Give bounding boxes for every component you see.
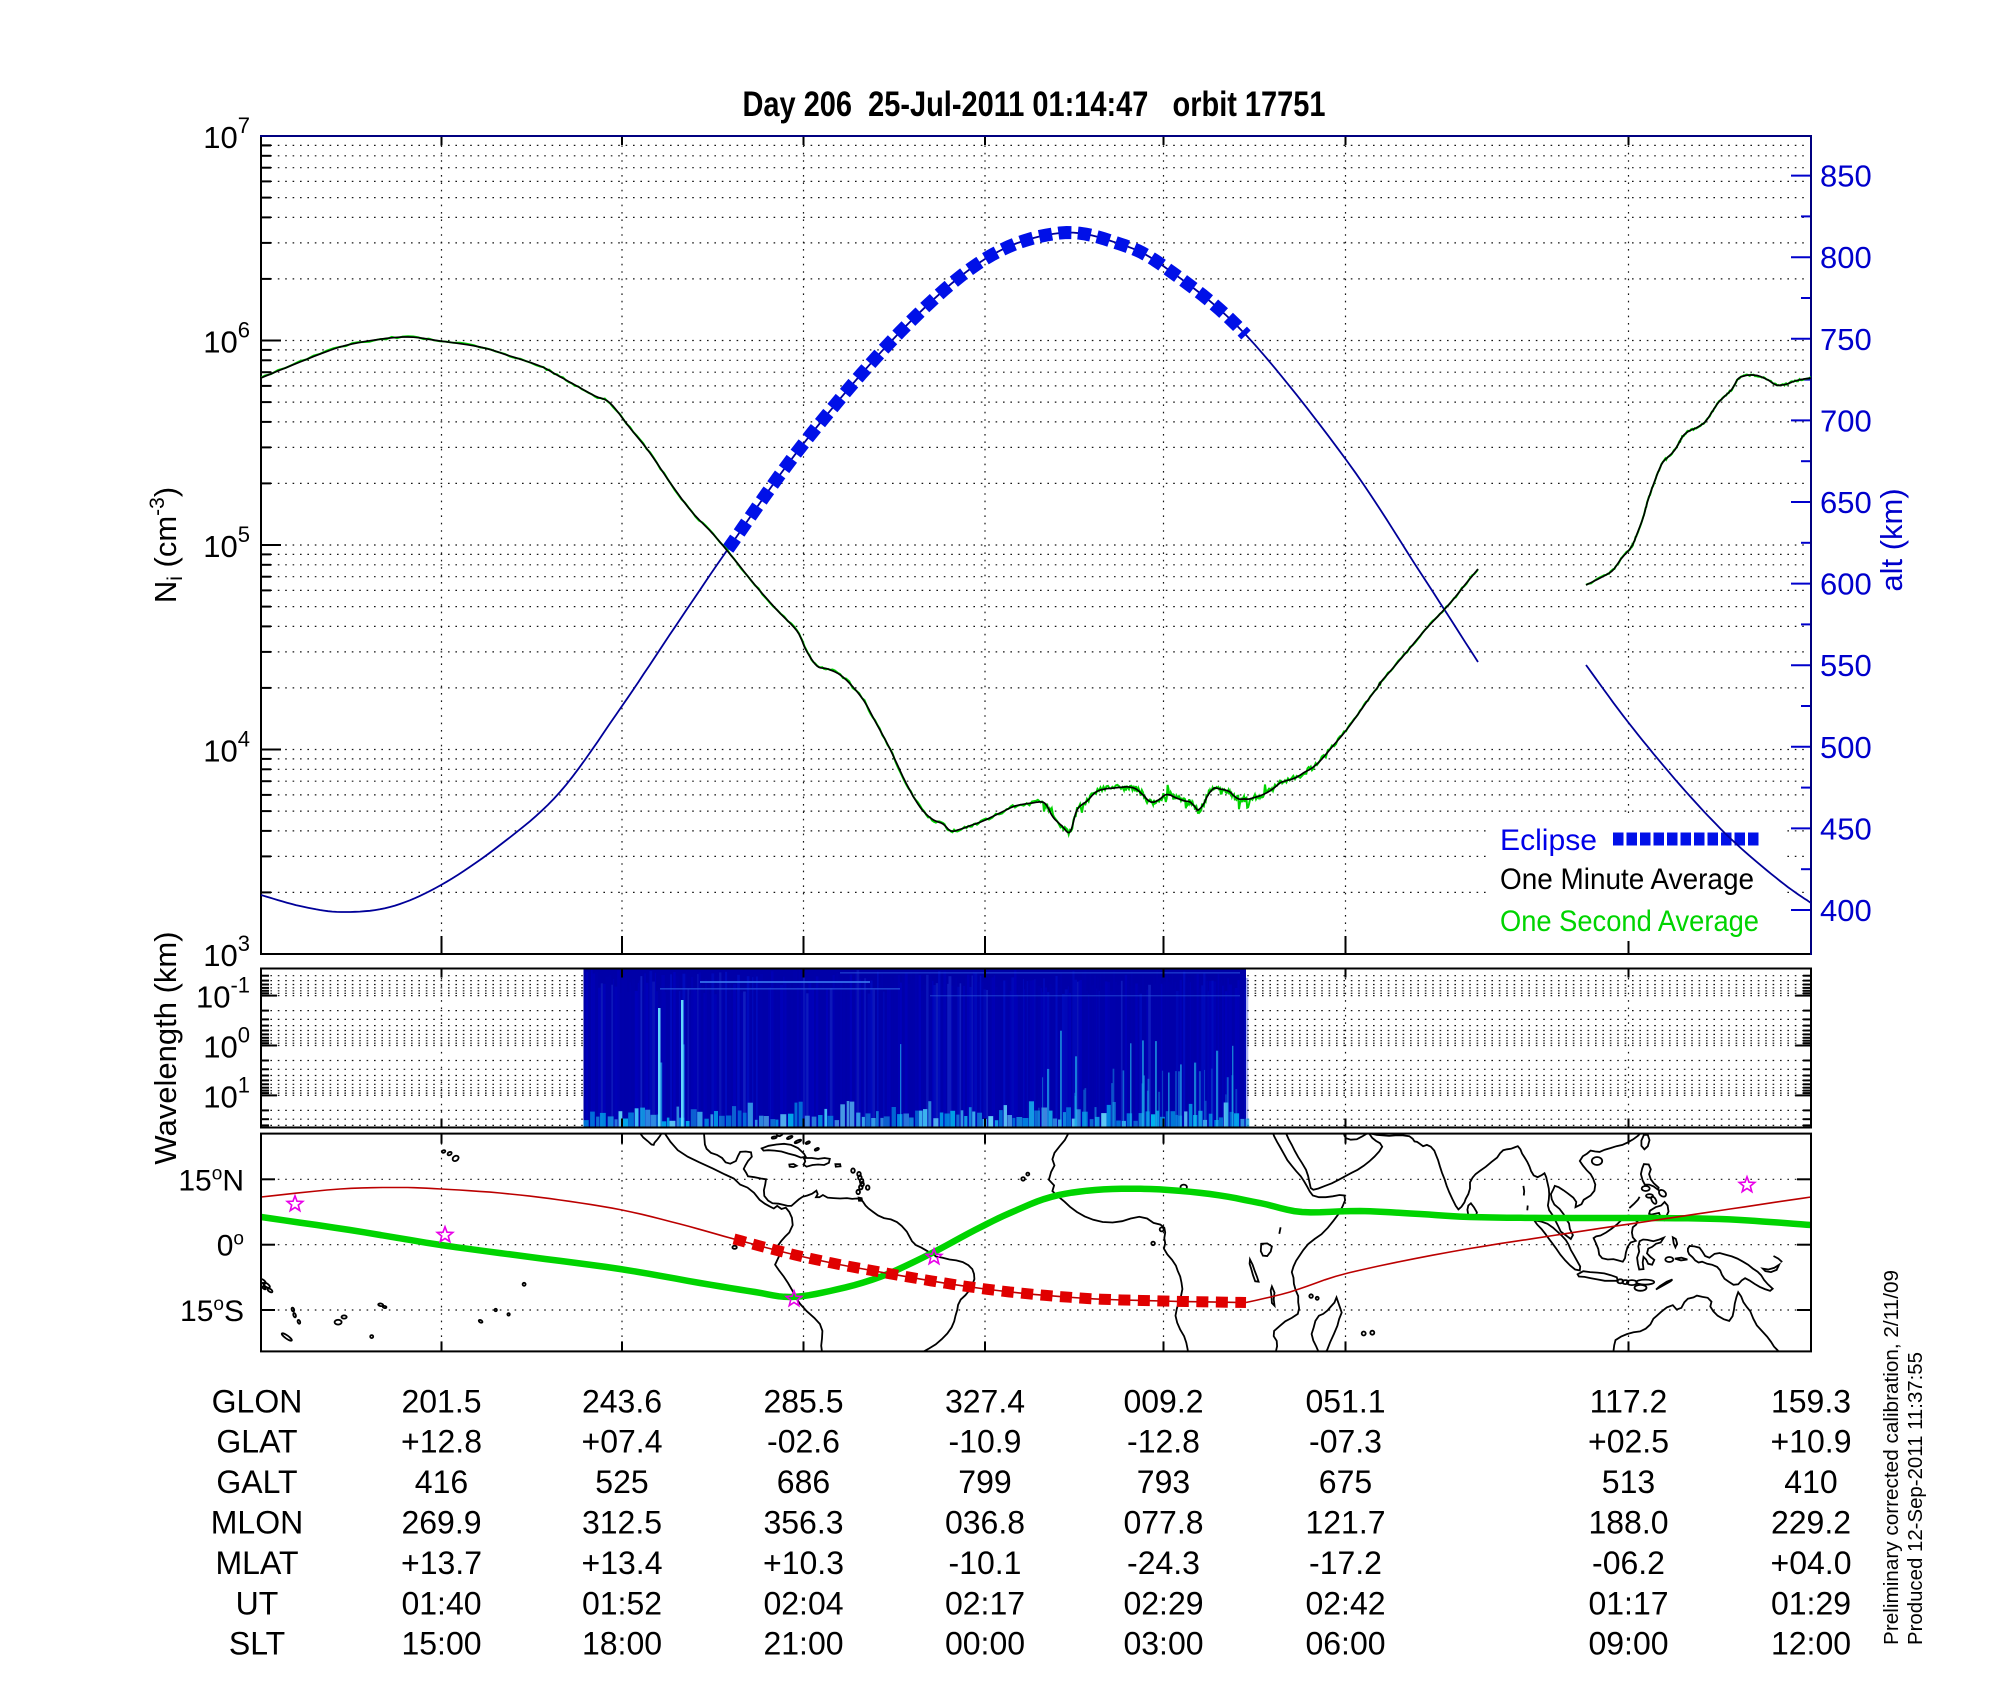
svg-text:01:52: 01:52: [582, 1585, 662, 1621]
svg-text:One Second Average: One Second Average: [1500, 905, 1759, 938]
svg-text:400: 400: [1820, 893, 1872, 928]
svg-text:513: 513: [1602, 1464, 1655, 1500]
svg-text:+13.7: +13.7: [401, 1545, 482, 1581]
svg-text:Day 206 25-Jul-2011 01:14:47: Day 206 25-Jul-2011 01:14:47 orbit 17751: [743, 85, 1326, 124]
svg-text:750: 750: [1820, 322, 1872, 357]
svg-text:077.8: 077.8: [1123, 1505, 1203, 1541]
svg-text:15:00: 15:00: [401, 1626, 481, 1662]
svg-text:15oN: 15oN: [178, 1163, 244, 1197]
svg-text:+12.8: +12.8: [401, 1424, 482, 1460]
svg-text:01:17: 01:17: [1588, 1585, 1668, 1621]
svg-text:793: 793: [1137, 1464, 1190, 1500]
svg-text:18:00: 18:00: [582, 1626, 662, 1662]
svg-text:525: 525: [595, 1464, 648, 1500]
svg-text:201.5: 201.5: [401, 1383, 481, 1419]
svg-text:-06.2: -06.2: [1592, 1545, 1665, 1581]
svg-text:GLON: GLON: [212, 1383, 303, 1419]
svg-text:327.4: 327.4: [945, 1383, 1025, 1419]
svg-text:06:00: 06:00: [1305, 1626, 1385, 1662]
svg-text:SLT: SLT: [229, 1626, 285, 1662]
svg-text:117.2: 117.2: [1590, 1383, 1668, 1419]
svg-text:alt (km): alt (km): [1874, 488, 1909, 591]
svg-text:+10.9: +10.9: [1771, 1424, 1852, 1460]
svg-text:285.5: 285.5: [763, 1383, 843, 1419]
svg-text:500: 500: [1820, 730, 1872, 765]
svg-text:416: 416: [415, 1464, 468, 1500]
svg-text:312.5: 312.5: [582, 1505, 662, 1541]
svg-text:700: 700: [1820, 403, 1872, 438]
svg-text:02:04: 02:04: [763, 1585, 843, 1621]
svg-text:600: 600: [1820, 567, 1872, 602]
svg-text:One Minute Average: One Minute Average: [1500, 863, 1754, 896]
svg-text:-12.8: -12.8: [1127, 1424, 1200, 1460]
svg-text:02:29: 02:29: [1123, 1585, 1203, 1621]
svg-text:GALT: GALT: [216, 1464, 297, 1500]
svg-text:850: 850: [1820, 159, 1872, 194]
svg-text:01:40: 01:40: [401, 1585, 481, 1621]
svg-text:650: 650: [1820, 485, 1872, 520]
svg-text:MLAT: MLAT: [216, 1545, 299, 1581]
svg-text:229.2: 229.2: [1771, 1505, 1851, 1541]
svg-text:12:00: 12:00: [1771, 1626, 1851, 1662]
svg-text:800: 800: [1820, 240, 1872, 275]
svg-text:550: 550: [1820, 648, 1872, 683]
svg-text:-10.1: -10.1: [949, 1545, 1022, 1581]
svg-text:GLAT: GLAT: [216, 1424, 297, 1460]
svg-text:UT: UT: [236, 1585, 279, 1621]
svg-text:686: 686: [777, 1464, 830, 1500]
svg-text:450: 450: [1820, 811, 1872, 846]
svg-text:-10.9: -10.9: [949, 1424, 1022, 1460]
svg-text:09:00: 09:00: [1588, 1626, 1668, 1662]
svg-text:Preliminary corrected calibrat: Preliminary corrected calibration, 2/11/…: [1881, 1270, 1903, 1645]
svg-text:188.0: 188.0: [1588, 1505, 1668, 1541]
svg-text:009.2: 009.2: [1123, 1383, 1203, 1419]
svg-text:-17.2: -17.2: [1309, 1545, 1382, 1581]
svg-text:MLON: MLON: [211, 1505, 303, 1541]
svg-text:107: 107: [203, 113, 250, 155]
svg-text:21:00: 21:00: [763, 1626, 843, 1662]
svg-text:-02.6: -02.6: [767, 1424, 840, 1460]
svg-text:-24.3: -24.3: [1127, 1545, 1200, 1581]
svg-text:02:17: 02:17: [945, 1585, 1025, 1621]
svg-text:410: 410: [1784, 1464, 1837, 1500]
svg-text:121.7: 121.7: [1305, 1505, 1385, 1541]
svg-text:+02.5: +02.5: [1588, 1424, 1669, 1460]
svg-text:02:42: 02:42: [1305, 1585, 1385, 1621]
svg-text:036.8: 036.8: [945, 1505, 1025, 1541]
svg-text:+04.0: +04.0: [1771, 1545, 1852, 1581]
svg-text:Produced 12-Sep-2011 11:37:55: Produced 12-Sep-2011 11:37:55: [1905, 1352, 1927, 1645]
svg-text:15oS: 15oS: [180, 1294, 244, 1328]
svg-text:356.3: 356.3: [763, 1505, 843, 1541]
svg-text:-07.3: -07.3: [1309, 1424, 1382, 1460]
svg-text:00:00: 00:00: [945, 1626, 1025, 1662]
svg-text:051.1: 051.1: [1305, 1383, 1385, 1419]
svg-text:675: 675: [1319, 1464, 1372, 1500]
svg-text:Wavelength (km): Wavelength (km): [148, 931, 183, 1164]
svg-text:159.3: 159.3: [1771, 1383, 1851, 1419]
svg-text:+07.4: +07.4: [582, 1424, 663, 1460]
svg-text:269.9: 269.9: [401, 1505, 481, 1541]
svg-text:01:29: 01:29: [1771, 1585, 1851, 1621]
svg-text:+10.3: +10.3: [763, 1545, 844, 1581]
svg-text:Eclipse: Eclipse: [1500, 824, 1597, 857]
svg-text:03:00: 03:00: [1123, 1626, 1203, 1662]
svg-text:799: 799: [958, 1464, 1011, 1500]
svg-text:+13.4: +13.4: [582, 1545, 663, 1581]
svg-text:243.6: 243.6: [582, 1383, 662, 1419]
